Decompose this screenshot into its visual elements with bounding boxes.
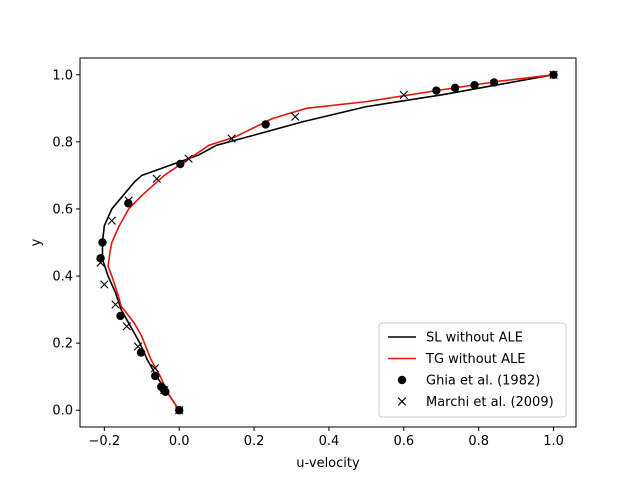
y-axis-title: y [29, 238, 44, 246]
legend-label: Marchi et al. (2009) [426, 395, 554, 410]
x-tick-label: 0.2 [244, 434, 265, 449]
data-point-x [124, 196, 133, 205]
x-tick-label: 0.8 [468, 434, 489, 449]
data-point-x [175, 406, 184, 415]
data-point-x [133, 342, 143, 351]
data-point-x [399, 90, 408, 100]
data-point-dot [489, 78, 499, 87]
series-1 [107, 73, 554, 411]
data-point-dot [176, 159, 185, 169]
y-tick-label: 0.6 [52, 202, 73, 217]
data-point-x [150, 364, 160, 373]
legend-marker-handle [397, 397, 407, 406]
data-point-x [227, 134, 236, 143]
data-point-x [100, 280, 109, 289]
data-point-dot [98, 238, 107, 247]
data-point-x [111, 300, 120, 309]
data-point-x [152, 174, 161, 183]
data-point-dot [432, 86, 441, 95]
legend-label: Ghia et al. (1982) [426, 374, 540, 389]
x-axis-title: u-velocity [296, 456, 360, 471]
x-tick-label: −0.2 [89, 434, 121, 449]
y-tick-label: 0.4 [52, 270, 73, 285]
y-axis: 0.0 0.2 0.4 0.6 0.8 1.0 [52, 68, 80, 419]
x-tick-label: 0.0 [169, 434, 190, 449]
legend-entry: Ghia et al. (1982) [397, 374, 540, 389]
data-point-x [122, 322, 131, 331]
series-line [101, 73, 554, 411]
y-tick-label: 0.2 [52, 337, 73, 352]
data-point-dot [96, 254, 105, 263]
data-point-x [291, 112, 300, 121]
series-3 [96, 70, 558, 415]
axes-frame [79, 57, 577, 428]
x-tick-label: 1.0 [543, 434, 564, 449]
plot-area [96, 70, 558, 415]
data-point-dot [124, 199, 133, 208]
x-tick-label: 0.6 [393, 434, 414, 449]
data-point-x [549, 70, 558, 79]
series-line [107, 73, 554, 411]
data-point-x [96, 258, 105, 267]
legend-label: TG without ALE [425, 352, 526, 367]
y-tick-label: 0.0 [52, 404, 73, 419]
legend-entry: TG without ALE [388, 352, 526, 367]
legend-label: SL without ALE [426, 331, 523, 346]
legend-box [378, 322, 567, 418]
legend-entry: Marchi et al. (2009) [397, 395, 554, 410]
series-0 [101, 73, 554, 411]
x-tick-label: 0.4 [319, 434, 340, 449]
data-point-x [184, 154, 193, 163]
data-point-x [107, 216, 117, 225]
legend-entry: SL without ALE [388, 331, 523, 346]
legend-marker-handle [397, 375, 407, 385]
legend: SL without ALE TG without ALE Ghia et al. … [378, 322, 567, 418]
data-point-dot [470, 80, 479, 90]
data-point-dot [136, 348, 146, 357]
x-axis: −0.2 0.0 0.2 0.4 0.6 0.8 1.0 [89, 427, 564, 449]
data-point-dot [261, 120, 270, 129]
data-point-x [160, 385, 169, 395]
data-point-dot [116, 311, 125, 321]
y-tick-label: 0.8 [52, 135, 73, 150]
data-point-dot [151, 371, 160, 381]
data-point-dot [450, 83, 460, 93]
y-tick-label: 1.0 [52, 68, 73, 83]
